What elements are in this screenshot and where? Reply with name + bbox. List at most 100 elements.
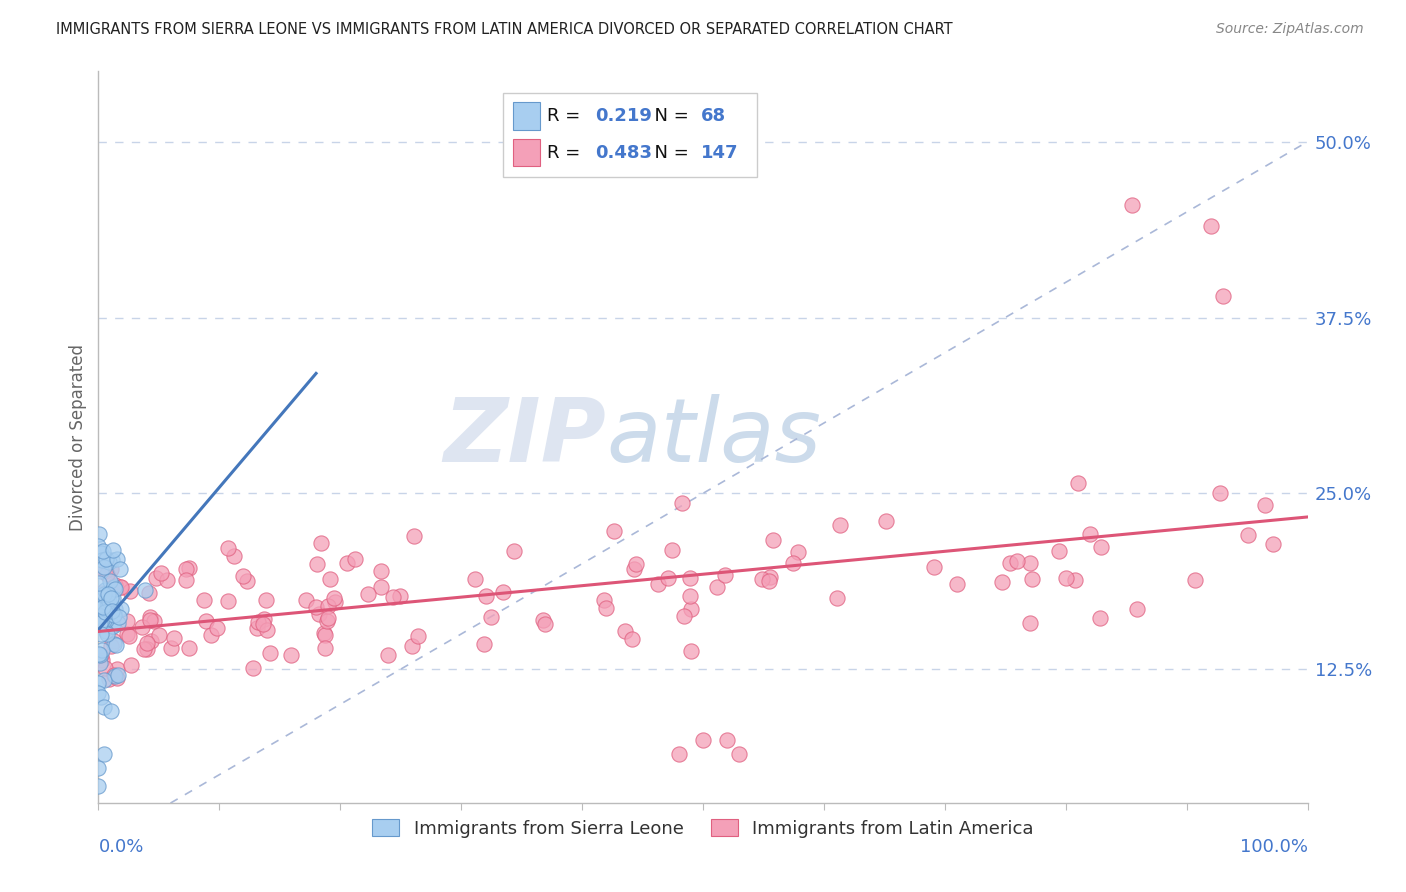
Point: [107, 668, 129, 682]
Text: atlas: atlas: [606, 394, 821, 480]
Point: [759, 569, 782, 583]
Point: [762, 533, 785, 547]
Point: [97, 587, 120, 601]
Point: [97, 594, 120, 608]
Point: [90, 564, 112, 578]
Point: [479, 610, 502, 624]
Text: 0.483: 0.483: [595, 144, 652, 161]
Point: [139, 633, 162, 648]
Point: [1005, 554, 1028, 568]
Point: [626, 557, 648, 571]
Point: [389, 589, 412, 603]
Point: [381, 590, 404, 604]
Point: [1078, 526, 1101, 541]
Point: [194, 615, 217, 629]
Point: [307, 557, 329, 571]
Point: [235, 574, 257, 588]
Text: ZIP: ZIP: [443, 393, 606, 481]
Point: [100, 591, 122, 606]
Point: [145, 571, 167, 585]
Point: [922, 559, 945, 574]
Point: [1021, 572, 1043, 586]
Point: [246, 621, 269, 635]
Point: [101, 553, 124, 567]
Point: [314, 626, 336, 640]
Point: [104, 669, 127, 683]
Point: [174, 562, 197, 576]
Point: [96, 626, 118, 640]
Point: [93, 599, 115, 614]
Point: [370, 564, 392, 578]
Point: [98, 574, 121, 589]
Point: [603, 524, 626, 539]
Point: [100, 562, 122, 576]
Point: [344, 551, 367, 566]
Point: [93, 605, 115, 619]
Point: [97, 603, 120, 617]
FancyBboxPatch shape: [503, 94, 758, 178]
Point: [97, 597, 120, 611]
Point: [295, 593, 318, 607]
Point: [716, 732, 738, 747]
Point: [305, 599, 328, 614]
Point: [1047, 544, 1070, 558]
Point: [256, 624, 278, 638]
Point: [100, 639, 122, 653]
Point: [661, 543, 683, 558]
Point: [87, 527, 110, 541]
Point: [782, 556, 804, 570]
Point: [89, 609, 111, 624]
Point: [252, 617, 274, 632]
Point: [254, 592, 277, 607]
Point: [98, 672, 121, 686]
Point: [134, 583, 156, 598]
Point: [681, 601, 703, 615]
Point: [134, 642, 156, 657]
Text: 0.219: 0.219: [595, 107, 652, 125]
Point: [89, 616, 111, 631]
Point: [679, 589, 702, 603]
Point: [193, 593, 215, 607]
Point: [623, 562, 645, 576]
Point: [1121, 198, 1143, 212]
Point: [87, 648, 110, 662]
Point: [138, 586, 160, 600]
Point: [136, 642, 159, 657]
Point: [316, 611, 339, 625]
Point: [90, 586, 112, 600]
Text: 100.0%: 100.0%: [1240, 838, 1308, 856]
Point: [751, 573, 773, 587]
Point: [93, 673, 115, 687]
Point: [90, 626, 112, 640]
Point: [402, 529, 425, 543]
Point: [105, 662, 128, 676]
Point: [91, 592, 114, 607]
Point: [998, 557, 1021, 571]
Point: [533, 616, 555, 631]
Point: [120, 658, 142, 673]
Point: [103, 619, 125, 633]
Point: [319, 572, 342, 586]
Point: [148, 627, 170, 641]
Point: [1254, 498, 1277, 512]
Point: [91, 553, 114, 567]
Point: [90, 690, 112, 705]
Point: [107, 610, 129, 624]
Point: [91, 643, 114, 657]
Point: [323, 591, 346, 605]
Point: [94, 614, 117, 628]
Bar: [513, 102, 540, 130]
Point: [401, 640, 423, 654]
Point: [110, 580, 132, 594]
Point: [93, 747, 115, 761]
Point: [103, 580, 125, 594]
Point: [93, 613, 115, 627]
Point: [825, 591, 848, 606]
Point: [105, 551, 128, 566]
Point: [1018, 616, 1040, 631]
Point: [309, 535, 332, 549]
Point: [314, 640, 336, 655]
Point: [91, 588, 114, 602]
Point: [104, 639, 127, 653]
Point: [110, 580, 132, 594]
